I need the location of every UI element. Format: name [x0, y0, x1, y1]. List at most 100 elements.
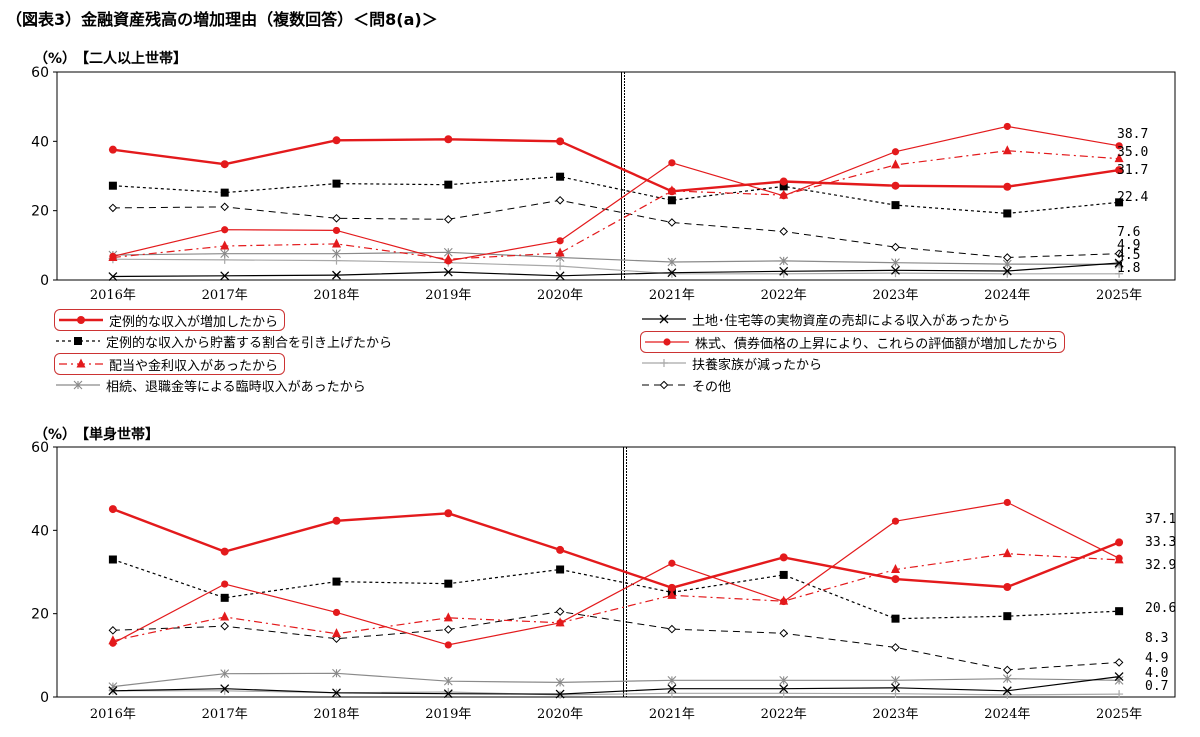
chart2-series-5 — [108, 672, 1124, 699]
chart-title: （図表3）金融資産残高の増加理由（複数回答）＜問8(a)＞ — [6, 10, 438, 29]
chart1-series-6-point — [780, 192, 788, 200]
chart2-series-1-point — [891, 575, 900, 584]
legend-marker — [659, 380, 669, 390]
chart2-series-3-point — [1002, 548, 1012, 558]
chart2-series-8-point — [443, 625, 453, 634]
chart2-series-6-point — [1003, 498, 1011, 507]
chart2-series-8-point — [555, 607, 565, 616]
chart1-series-7-point — [1115, 269, 1124, 278]
legend-label: 定例的な収入が増加したから — [109, 314, 279, 330]
chart1-series-8-point — [1002, 253, 1012, 262]
chart2-series-3-point — [891, 564, 900, 573]
chart2-y-tick-label: 40 — [31, 523, 49, 539]
chart2-series-2-point — [332, 577, 341, 586]
chart2-series-1-point — [1115, 538, 1124, 547]
chart1-series-7-line — [112, 258, 1120, 275]
legend-marker — [77, 316, 85, 324]
chart1-series-6-point — [1003, 122, 1011, 131]
chart1-series-5-point — [1114, 258, 1124, 268]
chart1-series-1-point — [1115, 166, 1124, 175]
legend-label: 扶養家族が減ったから — [692, 357, 823, 373]
chart1-heading: （%） 【二人以上世帯】 — [34, 48, 187, 68]
chart2-series-4-point — [108, 682, 118, 691]
chart2-series-3-line — [112, 553, 1120, 642]
chart2-unit: （%） — [34, 427, 77, 443]
chart1-series-5-point — [332, 270, 341, 280]
chart2-x-tick-label: 2024年 — [984, 707, 1030, 722]
chart2-series-8-point — [1114, 658, 1124, 667]
legend-marker — [663, 338, 671, 346]
chart2-series-6-point — [1115, 554, 1123, 562]
chart1-series-2-point — [556, 172, 565, 181]
chart2-series-7-point — [444, 688, 453, 696]
chart1-series-3-point — [891, 159, 900, 169]
chart2-series-6-point — [444, 641, 452, 649]
chart2-series-8 — [108, 607, 1124, 675]
chart2-series-8-point — [220, 621, 230, 631]
chart2-plot-area — [56, 446, 1176, 698]
chart1-series-8 — [108, 195, 1124, 262]
chart1-series-3-point — [1114, 153, 1124, 163]
chart1-series-5 — [108, 258, 1124, 281]
chart1-x-tick-label: 2022年 — [761, 288, 807, 303]
chart2-series-3-point — [332, 628, 341, 638]
legend-item: 定例的な収入が増加したから — [54, 309, 286, 331]
chart1-series-6-point — [668, 159, 676, 167]
legend-item: 株式、債券価格の上昇により、これらの評価額が増加したから — [640, 331, 1066, 353]
chart2-series-1-point — [332, 516, 341, 525]
legend-label: その他 — [692, 379, 732, 395]
chart2-series-5-point — [1114, 672, 1124, 682]
chart1-series-8-point — [555, 195, 565, 205]
chart1-series-3-point — [555, 247, 565, 257]
chart2-end-label: 4.9 — [1145, 651, 1168, 666]
legend-label: 土地･住宅等の実物資産の売却による収入があったから — [692, 313, 1011, 329]
chart2-end-label: 33.3 — [1145, 535, 1176, 550]
legend-item: 扶養家族が減ったから — [640, 353, 822, 373]
chart1-series-5-point — [443, 267, 453, 277]
chart1-series-5-point — [555, 271, 565, 281]
chart1-series-6-point — [1115, 142, 1123, 150]
chart1-series-5-line — [112, 262, 1120, 278]
chart2-x-tick-label: 2020年 — [537, 707, 583, 722]
chart1-series-1 — [108, 135, 1124, 196]
chart2-y-tick-label: 0 — [40, 690, 49, 706]
chart2-series-8-point — [108, 626, 118, 635]
chart2-series-7-point — [779, 689, 788, 698]
chart1-series-7-point — [556, 262, 565, 271]
chart1-subtitle: 【二人以上世帯】 — [82, 51, 188, 67]
chart2-series-4-point — [667, 675, 677, 685]
chart1-series-2-point — [1115, 198, 1124, 207]
chart1-series-5-point — [891, 265, 900, 275]
chart2-series-2-line — [112, 558, 1120, 620]
chart1-series-6-point — [221, 226, 229, 234]
chart2-series-7-point — [1003, 690, 1012, 699]
chart2-series-1-point — [220, 547, 229, 556]
chart1-series-1-line — [112, 138, 1120, 193]
chart1-series-4-point — [779, 256, 789, 266]
chart2-series-2-point — [1003, 612, 1012, 621]
chart2-series-2-point — [556, 565, 565, 574]
legend-marker — [659, 314, 669, 324]
chart1-series-2-point — [891, 201, 900, 210]
chart1-x-tick-label: 2019年 — [425, 288, 471, 303]
legend-swatch — [642, 314, 686, 324]
legend-swatch — [642, 359, 686, 367]
legend-item: 土地･住宅等の実物資産の売却による収入があったから — [640, 309, 1010, 329]
chart1-x-tick-label: 2017年 — [202, 288, 248, 303]
chart1-end-label: 31.7 — [1117, 163, 1148, 178]
chart1-series-4-point — [1114, 260, 1124, 269]
chart2-series-2-point — [779, 570, 788, 579]
legend-marker — [660, 359, 668, 367]
chart2-series-6-point — [780, 597, 788, 606]
chart1-end-label: 38.7 — [1117, 127, 1148, 142]
chart1-end-label: 4.9 — [1117, 238, 1140, 253]
chart1-series-4-point — [667, 257, 677, 267]
chart2-series-2-point — [1115, 607, 1124, 616]
chart2-end-label: 20.6 — [1145, 601, 1176, 616]
chart2-x-tick-label: 2018年 — [313, 707, 359, 722]
chart2-series-7-point — [667, 689, 676, 698]
chart2-series-8-point — [332, 634, 341, 643]
chart2-series-1-point — [108, 505, 117, 514]
chart2-end-label: 37.1 — [1145, 512, 1176, 527]
chart2-series-3-point — [443, 612, 453, 622]
